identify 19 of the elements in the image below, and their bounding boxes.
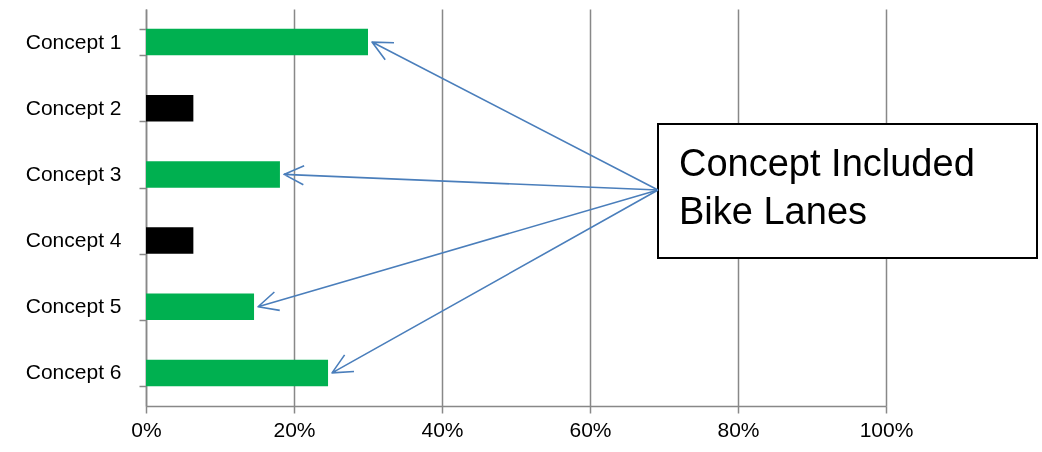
y-tick-label: Concept 3 xyxy=(25,161,122,185)
annotation: Concept Included Bike Lanes xyxy=(657,123,1038,259)
bar xyxy=(146,293,255,320)
bar xyxy=(146,161,280,188)
bar xyxy=(146,359,329,387)
y-tick-label: Concept 6 xyxy=(25,360,122,384)
bar xyxy=(146,28,368,56)
x-tick-label: 60% xyxy=(569,417,612,441)
y-tick-label: Concept 1 xyxy=(25,29,122,53)
x-tick-label: 100% xyxy=(859,417,914,441)
y-tick-label: Concept 5 xyxy=(25,294,122,318)
y-tick-label: Concept 2 xyxy=(25,95,122,119)
x-tick-label: 20% xyxy=(273,417,316,441)
bar xyxy=(146,227,194,254)
x-tick-label: 0% xyxy=(131,417,162,441)
bar xyxy=(146,95,194,122)
x-tick-label: 40% xyxy=(421,417,464,441)
x-tick-label: 80% xyxy=(717,417,760,441)
y-tick-label: Concept 4 xyxy=(25,228,122,252)
